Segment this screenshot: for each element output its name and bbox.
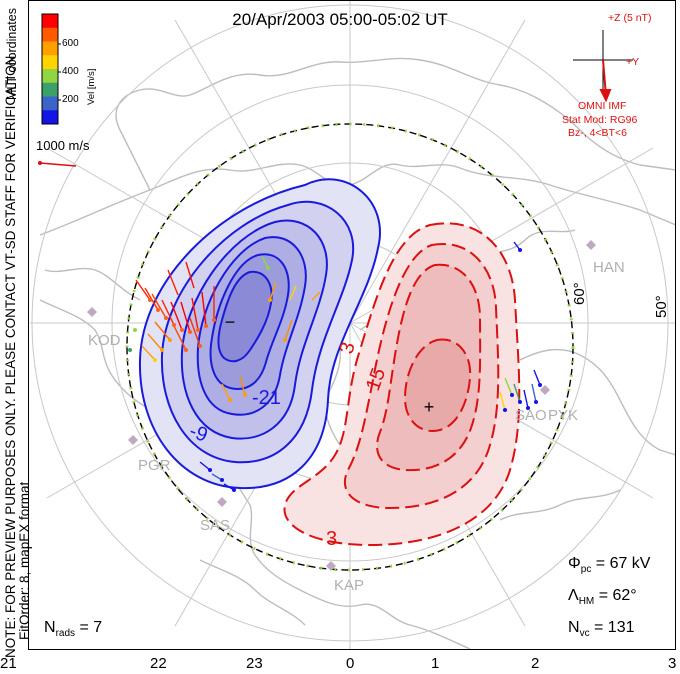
nrads-subscript: rads [55, 628, 76, 640]
phi-subscript: pc [580, 564, 592, 576]
reference-vector [38, 161, 77, 167]
station-label-sao: SAO [515, 407, 547, 424]
colorbar-tick: 200 [62, 94, 79, 105]
station-label-pgr: PGR [138, 457, 171, 474]
stat-n-rads: Nrads = 7 [44, 619, 102, 639]
stat-phi-pc: Φpc = 67 kV [568, 555, 650, 575]
coordinate-system: MLT coordinates [5, 8, 19, 100]
colorbar-segment [42, 69, 58, 84]
mlt-tick: 22 [150, 655, 167, 672]
contour-label: -21 [252, 387, 281, 409]
nrads-symbol: N [44, 619, 56, 636]
station-label-kap: KAP [334, 577, 364, 594]
phi-value: = 67 kV [591, 555, 651, 572]
imf-source: OMNI IMF [578, 100, 627, 112]
velocity-dots-dawn [503, 248, 542, 412]
velocity-vectors-dusk [135, 255, 321, 491]
dusk-convection-cell [138, 178, 381, 490]
latitude-label-50: 50° [653, 295, 670, 318]
preview-note: NOTE: FOR PREVIEW PURPOSES ONLY. PLEASE … [3, 51, 18, 658]
colorbar-border [41, 13, 59, 125]
imf-model: Stat Mod: RG96 [562, 114, 638, 126]
imf-vector-arrow [599, 59, 612, 103]
mlt-tick: 23 [246, 655, 263, 672]
minus-marker: − [225, 312, 236, 332]
colorbar-axis-label: Vel [m/s] [86, 68, 97, 105]
colorbar-segment [42, 14, 58, 29]
velocity-colorbar [41, 13, 61, 125]
mlt-tick: 0 [346, 655, 355, 672]
phi-symbol: Φ [568, 555, 581, 572]
mlt-grid [30, 1, 675, 649]
fit-order: FitOrder: 8, mapEX format [17, 481, 32, 640]
dawn-convection-cell [283, 222, 521, 547]
nrads-value: = 7 [75, 619, 103, 636]
latitude-label-60: 60° [571, 282, 588, 305]
imf-y-label: +Y [626, 56, 640, 68]
stat-lambda-hm: ΛHM = 62° [568, 587, 637, 607]
stat-n-vc: Nvc = 131 [568, 619, 635, 639]
station-label-pyk: PYK [548, 407, 578, 424]
lambda-subscript: HM [578, 596, 595, 608]
colorbar-segment [42, 41, 58, 56]
station-label-sas: SAS [200, 517, 230, 534]
plus-marker: + [424, 397, 435, 417]
station-label-kod: KOD [88, 332, 121, 349]
contour-label: 3 [336, 340, 360, 356]
colorbar-segment [42, 82, 58, 97]
mlt-tick: 1 [431, 655, 440, 672]
nvc-subscript: vc [579, 628, 590, 640]
imf-condition: Bz-, 4<BT<6 [568, 127, 627, 139]
colorbar-tick: 600 [62, 38, 79, 49]
velocity-dots-dusk [128, 266, 287, 492]
lambda-symbol: Λ [568, 587, 579, 604]
mlt-tick: 3 [668, 655, 677, 672]
colorbar-segment [42, 110, 58, 125]
hm-boundary-dots [125, 122, 575, 572]
lambda-value: = 62° [594, 587, 637, 604]
colorbar-tick: 400 [62, 66, 79, 77]
station-label-han: HAN [593, 259, 625, 276]
colorbar-segment [42, 55, 58, 70]
map-title: 20/Apr/2003 05:00-05:02 UT [232, 10, 448, 29]
mlt-tick: 2 [531, 655, 540, 672]
colorbar-segment [42, 96, 58, 111]
reference-vector-label: 1000 m/s [36, 138, 90, 153]
nvc-value: = 131 [589, 619, 635, 636]
mlt-tick: 21 [0, 655, 17, 672]
nvc-symbol: N [568, 619, 580, 636]
colorbar-segment [42, 27, 58, 42]
imf-z-label: +Z (5 nT) [608, 12, 652, 24]
map-frame [28, 0, 676, 650]
station-markers [87, 240, 596, 571]
contour-label: 3 [326, 528, 337, 550]
